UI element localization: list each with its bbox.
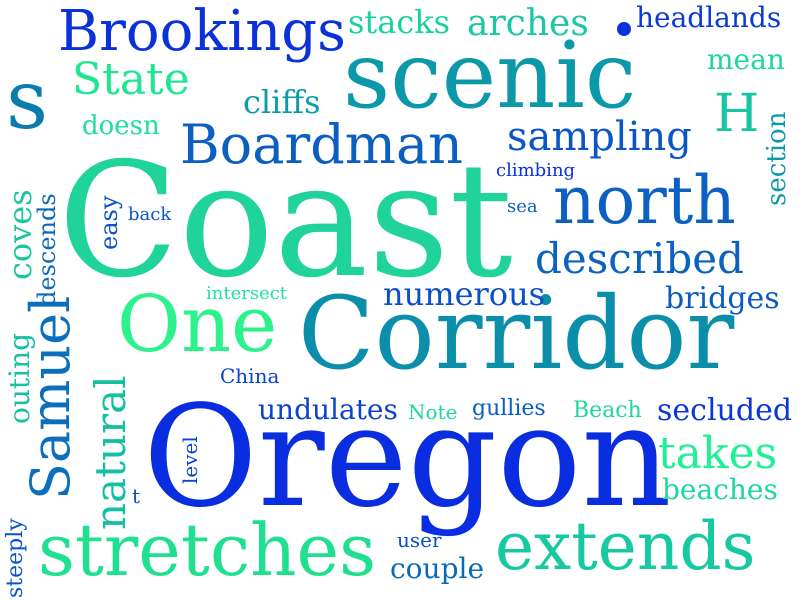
word-arches: arches	[467, 3, 589, 44]
word-undulates: undulates	[258, 393, 398, 426]
word-corridor: Corridor	[298, 275, 735, 392]
word-extends: extends	[495, 508, 756, 585]
word-brookings: Brookings	[58, 0, 346, 64]
word-scenic: scenic	[343, 22, 637, 129]
word-climbing: climbing	[496, 160, 576, 181]
word-beaches: beaches	[662, 473, 778, 506]
word-boardman: Boardman	[180, 113, 463, 176]
word-doesn: doesn	[82, 111, 160, 141]
word-stacks: stacks	[348, 3, 451, 41]
word-oregon: Oregon	[143, 376, 672, 539]
word-outing: outing	[3, 332, 36, 424]
word-s: s	[6, 53, 49, 148]
word-one: One	[117, 280, 278, 370]
word-takes: takes	[658, 428, 778, 479]
word-natural: natural	[86, 375, 135, 530]
word-state: State	[72, 54, 190, 105]
word-steeply: steeply	[3, 518, 28, 598]
word-cliffs: cliffs	[243, 83, 321, 121]
word-easy: easy	[95, 195, 123, 250]
word-couple: couple	[390, 552, 485, 585]
word-sampling: sampling	[507, 114, 692, 160]
word-level: level	[178, 436, 202, 484]
word-descends: descends	[33, 193, 61, 306]
word-secluded: secluded	[657, 393, 793, 428]
word-numerous: numerous	[383, 275, 546, 313]
word-coves: coves	[1, 189, 39, 280]
word-china: China	[220, 364, 280, 388]
word-t: t	[132, 484, 141, 508]
dot-mark	[617, 22, 631, 36]
word-beach: Beach	[573, 398, 642, 423]
word-stretches: stretches	[38, 508, 377, 592]
word-north: north	[553, 162, 736, 239]
word-mean: mean	[707, 43, 785, 76]
word-coast: Coast	[58, 129, 513, 313]
word-described: described	[535, 234, 744, 283]
word-headlands: headlands	[636, 1, 782, 34]
word-gullies: gullies	[472, 396, 546, 421]
word-bridges: bridges	[665, 281, 780, 316]
word-intersect: intersect	[206, 283, 288, 304]
word-back: back	[128, 204, 172, 225]
word-user: user	[397, 528, 442, 552]
word-sea: sea	[507, 196, 538, 217]
word-section: section	[762, 111, 792, 206]
word-h: H	[714, 84, 760, 144]
word-note: Note	[408, 400, 458, 424]
